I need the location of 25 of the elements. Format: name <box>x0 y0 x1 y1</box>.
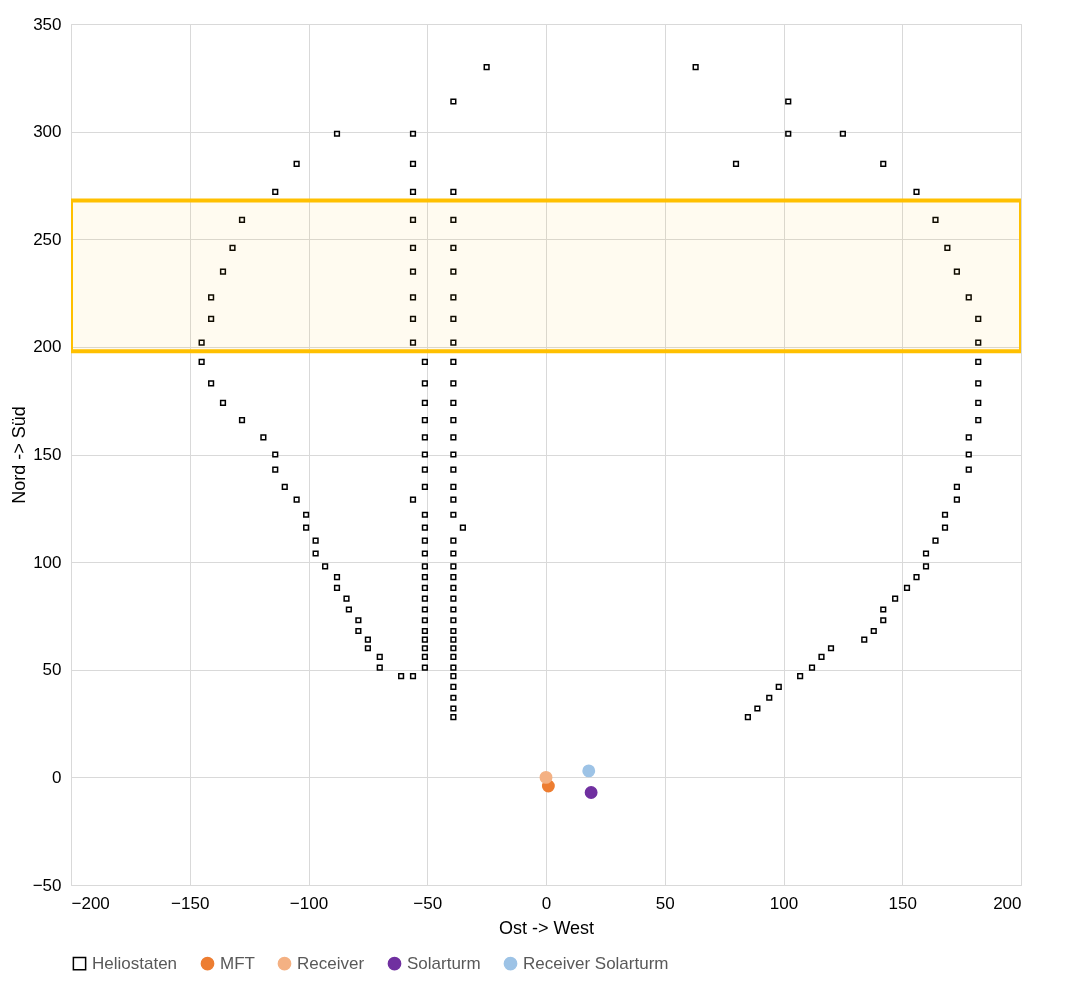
x-tick-label: −150 <box>171 893 210 913</box>
x-tick-label: 100 <box>769 893 799 913</box>
legend-label: MFT <box>220 953 255 973</box>
y-tick-label: 350 <box>33 14 62 34</box>
x-tick-label: −50 <box>413 893 443 913</box>
y-tick-label: 250 <box>33 229 62 249</box>
legend-label: Solarturm <box>407 953 481 973</box>
x-tick-label: 50 <box>655 893 675 913</box>
y-tick-label: 50 <box>42 660 62 680</box>
y-tick-label: 300 <box>33 122 62 142</box>
x-tick-label: −100 <box>289 893 329 913</box>
x-tick-label: 0 <box>541 893 552 913</box>
x-tick-label: 150 <box>888 893 917 913</box>
x-tick-label: 200 <box>993 893 1022 913</box>
legend-label: Receiver Solarturm <box>523 953 669 973</box>
legend-label: Heliostaten <box>92 953 178 973</box>
y-tick-label: 100 <box>33 552 62 572</box>
y-axis-title: Nord -> Süd <box>8 406 29 504</box>
legend-label: Receiver <box>297 953 365 973</box>
x-axis-title: Ost -> West <box>498 917 595 938</box>
y-tick-label: −50 <box>32 875 62 895</box>
y-tick-label: 150 <box>33 445 62 464</box>
y-tick-label: 0 <box>52 767 62 787</box>
x-tick-label: −200 <box>71 893 110 913</box>
y-tick-label: 200 <box>33 337 62 357</box>
